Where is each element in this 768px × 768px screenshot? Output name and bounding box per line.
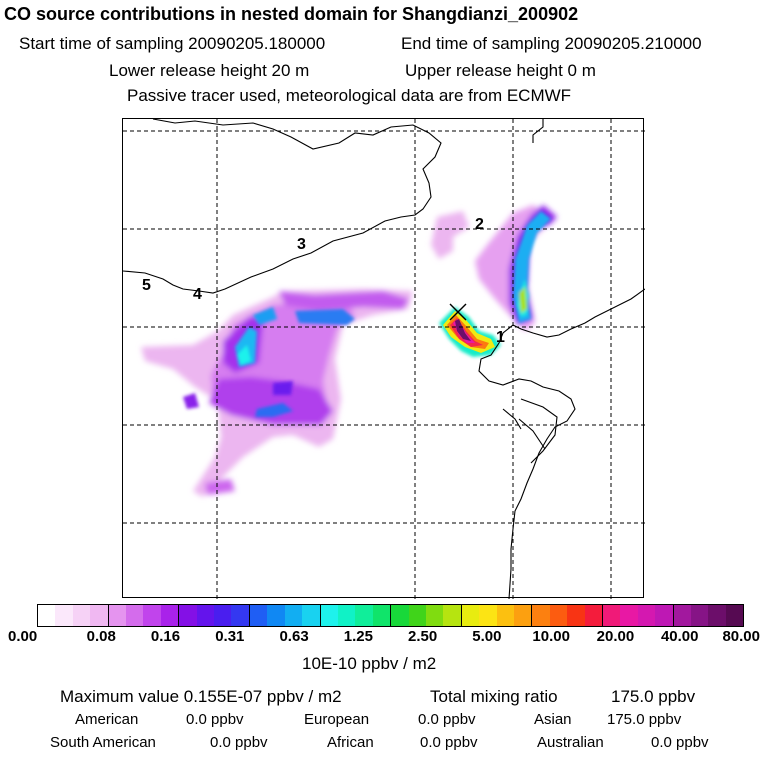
region-label-3: 3 [297,236,306,253]
region-label-5: 5 [142,277,151,294]
contrib-value-asian: 175.0 ppbv [607,711,682,728]
contrib-value-australian: 0.0 ppbv [651,734,709,751]
colorbar-tick-label: 80.00 [722,628,760,645]
colorbar-segment [637,605,656,626]
colorbar-segment [461,605,480,626]
colorbar-segment [55,605,73,626]
eastern-plume-core [513,211,551,323]
contrib-value-european: 0.0 ppbv [418,711,476,728]
region-label-1: 1 [496,329,505,346]
colorbar-segment [284,605,303,626]
colorbar-segment [143,605,161,626]
colorbar-tick-label: 5.00 [472,628,502,645]
colorbar-segment [673,605,692,626]
colorbar-segment [231,605,250,626]
hotspot [439,307,501,357]
colorbar-segment [725,605,744,626]
colorbar-tick-label: 40.00 [660,628,699,645]
lower-height-label: Lower release height 20 m [109,61,310,80]
region-label-4: 4 [193,286,202,303]
upper-height-label: Upper release height 0 m [405,61,596,80]
max-value-label: Maximum value 0.155E-07 ppbv / m2 [60,687,342,706]
contrib-value-south-american: 0.0 ppbv [210,734,268,751]
colorbar-segment [708,605,726,626]
total-mixing-label: Total mixing ratio [430,687,558,706]
colorbar-segment [337,605,356,626]
colorbar-segment [513,605,533,626]
colorbar-segment [496,605,514,626]
colorbar-segment [408,605,426,626]
end-time-label: End time of sampling 20090205.210000 [401,34,702,53]
colorbar-segment [532,605,550,626]
colorbar-segment [196,605,215,626]
colorbar-tick-label: 0.08 [86,628,116,645]
map-panel: 1 2 3 4 5 [122,118,645,599]
colorbar-segment [38,605,56,626]
contrib-name-asian: Asian [534,711,572,728]
colorbar-segment [691,605,709,626]
colorbar-segment [160,605,180,626]
contrib-value-african: 0.0 ppbv [420,734,478,751]
contrib-name-european: European [304,711,370,728]
colorbar-segment [620,605,638,626]
colorbar [37,604,744,627]
colorbar-segment [372,605,392,626]
total-mixing-value: 175.0 ppbv [611,687,696,706]
colorbar-segment [584,605,603,626]
colorbar-segment [567,605,585,626]
colorbar-segment [179,605,197,626]
western-plume-core [183,307,355,417]
colorbar-tick-label: 0.31 [215,628,245,645]
colorbar-segment [90,605,109,626]
colorbar-tick-label: 0.16 [150,628,181,645]
tracer-note: Passive tracer used, meteorological data… [127,86,572,105]
colorbar-segment [549,605,568,626]
colorbar-segment [249,605,268,626]
colorbar-segment [72,605,91,626]
colorbar-segment [603,605,621,626]
station-x-icon [449,303,467,321]
start-time-label: Start time of sampling 20090205.180000 [19,34,326,53]
colorbar-tick-label: 0.63 [279,628,309,645]
colorbar-tick-label: 1.25 [343,628,373,645]
colorbar-unit: 10E-10 ppbv / m2 [302,654,437,673]
contrib-name-american: American [75,711,139,728]
contrib-name-african: African [327,734,374,751]
colorbar-tick-label: 2.50 [408,628,438,645]
colorbar-segment [267,605,285,626]
colorbar-segment [655,605,674,626]
boundaries [123,119,645,599]
region-label-2: 2 [475,216,484,233]
contrib-name-australian: Australian [537,734,604,751]
contrib-value-american: 0.0 ppbv [186,711,244,728]
colorbar-tick-label: 10.00 [532,628,570,645]
colorbar-segment [214,605,232,626]
contrib-name-south-american: South American [50,734,156,751]
colorbar-tick-label: 20.00 [596,628,635,645]
colorbar-segment [391,605,409,626]
chart-title: CO source contributions in nested domain… [4,4,579,24]
colorbar-segment [355,605,373,626]
colorbar-segment [425,605,444,626]
colorbar-tick-label: 0.00 [8,628,38,645]
map-canvas: 1 2 3 4 5 [123,119,645,599]
colorbar-segment [126,605,144,626]
colorbar-segment [320,605,338,626]
colorbar-segment [302,605,321,626]
colorbar-segment [479,605,497,626]
colorbar-segment [108,605,127,626]
colorbar-segment [443,605,462,626]
